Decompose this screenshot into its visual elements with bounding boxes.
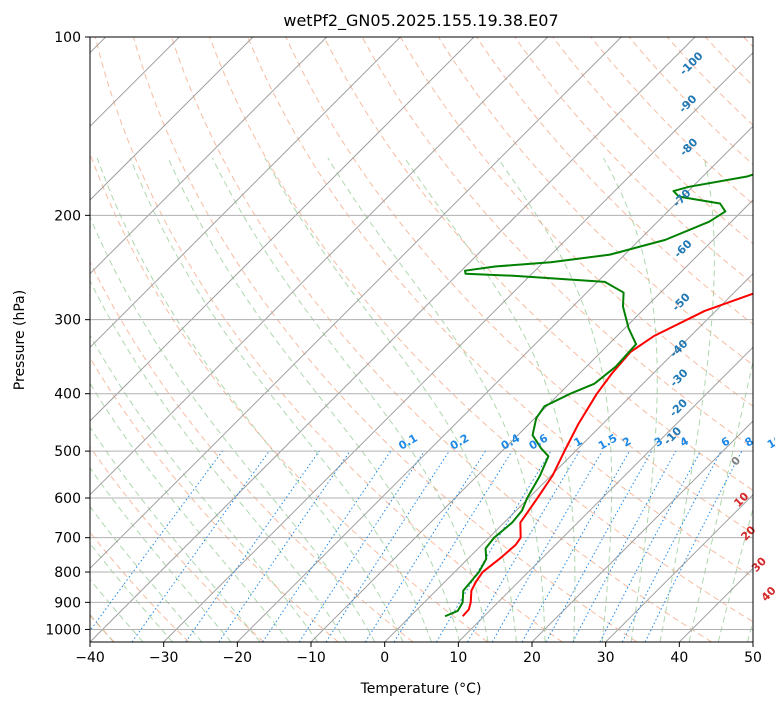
dry-adiabat — [132, 37, 638, 642]
y-tick-label: 600 — [54, 491, 81, 507]
background-lines — [90, 37, 753, 642]
dry-adiabat — [476, 37, 753, 325]
dry-adiabat — [247, 37, 753, 578]
dry-adiabat — [90, 356, 339, 642]
x-tick-label: −30 — [149, 650, 179, 666]
moist-adiabat — [602, 157, 658, 642]
dewpoint-line — [444, 173, 753, 618]
x-tick-label: 30 — [597, 650, 615, 666]
isotherm-line — [90, 37, 475, 422]
plot-frame — [89, 36, 754, 643]
y-tick-label: 1000 — [45, 622, 81, 638]
y-tick-label: 300 — [54, 313, 81, 329]
mixing-ratio-line — [545, 450, 653, 642]
x-tick-label: −20 — [223, 650, 253, 666]
temperature-line — [461, 292, 753, 617]
moist-adiabat — [497, 157, 613, 642]
x-tick-label: 10 — [449, 650, 467, 666]
mixing-ratio-line — [218, 450, 351, 642]
mixing-ratio-line — [521, 450, 630, 642]
mixing-ratio-line — [298, 450, 425, 642]
isotherm-line — [90, 37, 696, 642]
dry-adiabat — [94, 37, 563, 642]
y-tick-label: 400 — [54, 387, 81, 403]
isotherm-line — [90, 37, 254, 201]
isotherm-line — [90, 37, 401, 349]
moist-adiabat — [327, 157, 546, 642]
profile-series — [444, 173, 753, 618]
x-axis-title: Temperature (°C) — [360, 681, 482, 697]
isotherm-line — [90, 37, 549, 496]
dry-adiabat — [209, 37, 753, 623]
moist-adiabat — [90, 279, 347, 642]
axes: −40 −30 −20 −10 0 10 20 30 40 50 100 200 300 400 500 60… — [45, 30, 762, 666]
dry-adiabat — [323, 37, 753, 491]
chart-title: wetPf2_GN05.2025.155.19.38.E07 — [283, 11, 558, 31]
moist-adiabat — [90, 334, 319, 642]
dry-adiabat — [90, 260, 414, 642]
mixing-ratio-line — [644, 450, 743, 642]
y-tick-label: 100 — [54, 30, 81, 46]
isotherm-line — [457, 346, 753, 642]
mixing-ratio-line — [90, 450, 223, 632]
dry-adiabat — [514, 37, 753, 285]
x-tick-label: −40 — [75, 650, 105, 666]
mixing-ratio-line — [185, 450, 320, 642]
mixing-ratio-line — [131, 450, 270, 642]
mixing-ratio-label: 10 — [765, 432, 775, 451]
x-tick-label: 20 — [523, 650, 541, 666]
x-tick-label: 50 — [744, 650, 762, 666]
x-tick-label: 0 — [380, 650, 389, 666]
moist-adiabat — [90, 382, 290, 642]
mixing-ratio-line — [262, 450, 392, 642]
x-tick-label: −10 — [296, 650, 326, 666]
isotherm-line — [310, 199, 753, 642]
isotherm-line — [163, 51, 753, 642]
mixing-ratio-line — [325, 450, 450, 642]
isotherm-line — [531, 420, 753, 642]
dry-adiabat — [171, 37, 713, 642]
moist-adiabat — [404, 157, 576, 642]
y-tick-label: 500 — [54, 444, 81, 460]
mixing-ratio-line — [393, 450, 513, 642]
y-axis-title: Pressure (hPa) — [12, 290, 28, 390]
isotherm-line — [236, 125, 753, 642]
isotherm-line — [90, 37, 328, 275]
dry-adiabat — [90, 446, 264, 642]
y-tick-label: 200 — [54, 208, 81, 224]
dry-adiabat — [285, 37, 753, 535]
moist-adiabat — [659, 157, 715, 642]
isotherm-line — [90, 37, 622, 570]
isotherm-line — [384, 272, 753, 642]
mixing-ratio-line — [572, 450, 677, 642]
moist-adiabat — [264, 157, 517, 642]
y-tick-label: 700 — [54, 531, 81, 547]
isotherm-line — [605, 493, 753, 642]
x-tick-label: 40 — [670, 650, 688, 666]
y-tick-label: 900 — [54, 595, 81, 611]
y-tick-label: 800 — [54, 565, 81, 581]
